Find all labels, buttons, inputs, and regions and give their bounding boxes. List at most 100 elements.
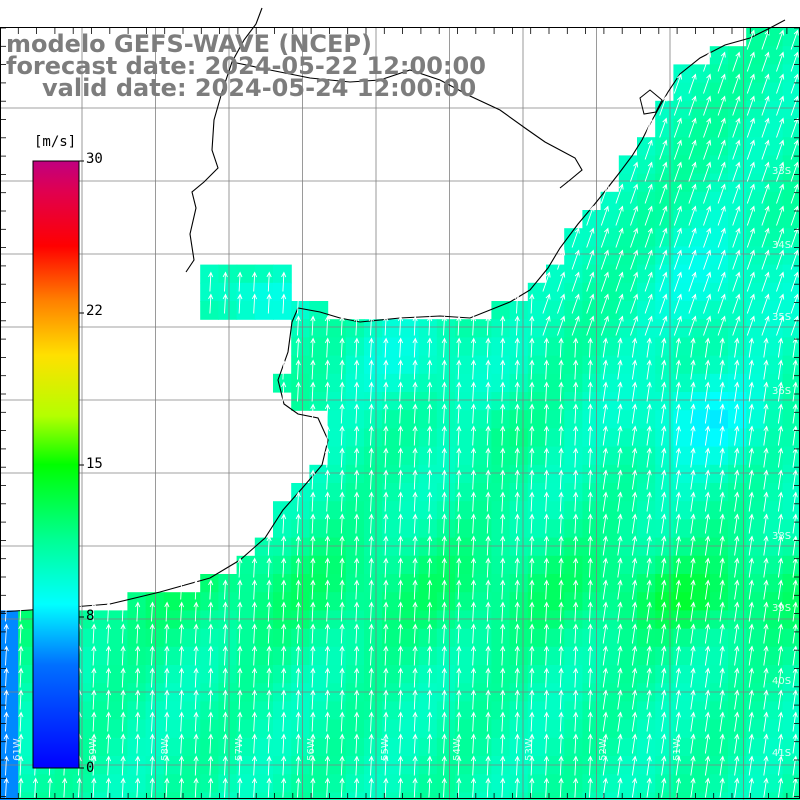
wind-arrow bbox=[763, 425, 769, 446]
wind-arrow bbox=[354, 359, 360, 380]
wind-speed-cell bbox=[673, 792, 693, 800]
wind-speed-cell bbox=[0, 701, 19, 721]
wind-arrow bbox=[295, 711, 301, 732]
wind-speed-cell bbox=[436, 683, 456, 702]
wind-speed-cell bbox=[527, 792, 547, 800]
wind-speed-cell bbox=[309, 537, 329, 557]
wind-speed-cell bbox=[728, 446, 747, 466]
wind-speed-cell bbox=[709, 737, 729, 757]
wind-arrow bbox=[456, 447, 462, 468]
wind-speed-cell bbox=[418, 610, 438, 630]
wind-speed-cell bbox=[709, 774, 729, 793]
wind-speed-cell bbox=[218, 264, 238, 284]
wind-arrow bbox=[397, 425, 404, 446]
wind-speed-cell bbox=[709, 646, 729, 666]
wind-speed-cell bbox=[291, 792, 310, 800]
wind-arrow bbox=[792, 689, 798, 710]
wind-arrow bbox=[251, 689, 258, 710]
wind-speed-cell bbox=[600, 628, 620, 648]
wind-arrow bbox=[237, 271, 243, 292]
wind-speed-cell bbox=[345, 446, 365, 466]
wind-arrow bbox=[237, 777, 243, 798]
wind-arrow bbox=[135, 623, 141, 644]
wind-speed-cell bbox=[709, 555, 729, 575]
wind-arrow bbox=[717, 315, 726, 336]
wind-arrow bbox=[763, 535, 769, 556]
wind-arrow bbox=[412, 469, 418, 490]
wind-speed-cell bbox=[637, 428, 656, 448]
wind-arrow bbox=[208, 777, 214, 798]
wind-arrow bbox=[719, 557, 725, 578]
wind-speed-cell bbox=[436, 483, 456, 502]
wind-speed-cell bbox=[418, 319, 438, 338]
wind-arrow bbox=[659, 117, 668, 138]
wind-arrow bbox=[456, 623, 462, 644]
wind-speed-cell bbox=[637, 483, 656, 502]
wind-arrow bbox=[763, 403, 769, 424]
wind-speed-cell bbox=[582, 483, 602, 502]
wind-arrow bbox=[354, 777, 360, 798]
wind-arrow bbox=[675, 623, 681, 644]
wind-arrow bbox=[790, 271, 799, 292]
wind-speed-cell bbox=[637, 446, 656, 466]
wind-speed-cell bbox=[509, 774, 529, 793]
wind-arrow bbox=[543, 777, 550, 798]
wind-arrow bbox=[777, 535, 784, 556]
wind-speed-cell bbox=[527, 574, 547, 593]
wind-arrow bbox=[617, 667, 623, 688]
wind-speed-cell bbox=[455, 519, 474, 539]
wind-speed-cell bbox=[782, 210, 800, 229]
wind-arrow bbox=[617, 535, 623, 556]
wind-arrow bbox=[441, 403, 447, 424]
wind-speed-cell bbox=[109, 683, 128, 702]
wind-speed-cell bbox=[109, 610, 128, 630]
wind-arrow bbox=[777, 557, 784, 578]
wind-arrow bbox=[383, 689, 389, 710]
wind-arrow bbox=[748, 667, 754, 688]
wind-arrow bbox=[266, 711, 272, 732]
wind-arrow bbox=[734, 337, 740, 358]
wind-speed-cell bbox=[582, 301, 602, 320]
wind-arrow bbox=[251, 579, 258, 600]
wind-arrow bbox=[600, 315, 609, 336]
wind-speed-cell bbox=[236, 264, 256, 284]
wind-arrow bbox=[777, 337, 784, 358]
wind-speed-cell bbox=[345, 683, 365, 702]
wind-arrow bbox=[441, 491, 447, 512]
wind-arrow bbox=[763, 557, 769, 578]
wind-speed-cell bbox=[782, 246, 800, 266]
wind-arrow bbox=[149, 711, 155, 732]
wind-arrow bbox=[777, 689, 784, 710]
wind-speed-cell bbox=[18, 792, 37, 800]
wind-speed-cell bbox=[309, 319, 329, 338]
wind-arrow bbox=[776, 205, 785, 226]
wind-speed-cell bbox=[473, 592, 492, 611]
wind-arrow bbox=[470, 447, 477, 468]
wind-speed-cell bbox=[746, 155, 765, 175]
wind-speed-cell bbox=[728, 665, 747, 684]
wind-speed-cell bbox=[509, 501, 529, 520]
wind-speed-cell bbox=[18, 646, 37, 666]
wind-speed-cell bbox=[273, 282, 292, 302]
wind-speed-cell bbox=[655, 774, 674, 793]
wind-arrow bbox=[748, 469, 754, 490]
wind-speed-cell bbox=[455, 610, 474, 630]
wind-speed-cell bbox=[655, 592, 674, 611]
wind-arrow bbox=[251, 755, 258, 776]
wind-arrow bbox=[704, 601, 711, 622]
wind-arrow bbox=[748, 381, 754, 402]
wind-speed-cell bbox=[655, 355, 674, 375]
wind-arrow bbox=[339, 777, 345, 798]
wind-arrow bbox=[47, 777, 53, 798]
wind-arrow bbox=[295, 733, 301, 754]
wind-arrow bbox=[661, 491, 667, 512]
wind-arrow bbox=[529, 623, 535, 644]
wind-arrow bbox=[661, 381, 667, 402]
wind-arrow bbox=[631, 469, 638, 490]
wind-speed-cell bbox=[782, 628, 800, 648]
wind-arrow bbox=[659, 183, 668, 204]
wind-arrow bbox=[310, 601, 316, 622]
wind-speed-cell bbox=[509, 701, 529, 721]
wind-speed-cell bbox=[309, 737, 329, 757]
wind-speed-cell bbox=[473, 537, 492, 557]
